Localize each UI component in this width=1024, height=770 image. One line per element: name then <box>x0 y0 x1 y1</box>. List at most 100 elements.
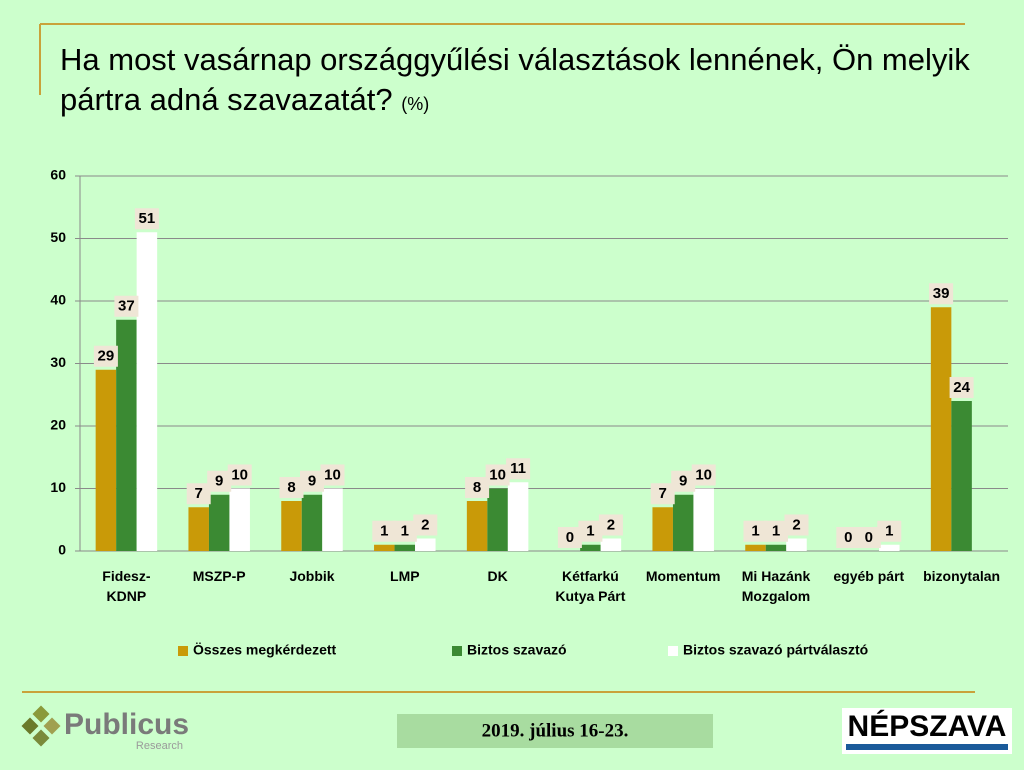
logo-subtext: Research <box>136 740 183 752</box>
y-tick-label: 60 <box>50 167 66 183</box>
legend-label: Biztos szavazó <box>467 642 567 658</box>
x-tick-label: DK <box>487 568 508 584</box>
data-label: 0 <box>865 529 873 546</box>
bar <box>580 544 601 551</box>
data-label: 11 <box>510 460 526 477</box>
data-label: 10 <box>231 466 248 483</box>
logo-text: Publicus <box>64 708 189 741</box>
bar <box>951 401 972 551</box>
data-label-bg <box>578 520 603 542</box>
data-label-bg <box>300 470 324 492</box>
data-label: 2 <box>792 516 800 533</box>
newspaper-stripe <box>846 744 1008 750</box>
bar <box>652 507 673 551</box>
newspaper-logo: NÉPSZAVA <box>848 709 1007 743</box>
bar <box>930 307 952 551</box>
bar <box>765 544 787 551</box>
legend-label: Összes megkérdezett <box>193 642 337 658</box>
data-label: 29 <box>98 348 115 365</box>
x-tick-label: Momentum <box>645 568 721 584</box>
bar <box>301 494 323 551</box>
data-label: 24 <box>953 379 970 396</box>
legend-swatch <box>178 646 188 656</box>
publicus-logo-mark <box>21 705 61 747</box>
data-label: 9 <box>308 473 316 490</box>
x-tick-label: bizonytalan <box>923 568 1001 584</box>
data-label: 1 <box>586 523 594 540</box>
data-label: 10 <box>695 466 712 483</box>
data-label-bg <box>784 514 809 536</box>
data-label-bg <box>227 464 252 486</box>
data-label: 0 <box>566 529 574 546</box>
data-label-bg <box>743 520 768 542</box>
bar <box>466 501 488 551</box>
data-label: 1 <box>380 523 388 540</box>
bar <box>693 488 714 551</box>
bar <box>786 538 807 551</box>
bar <box>208 494 230 551</box>
x-tick-label: Kétfarkú Kutya Párt <box>555 568 626 604</box>
data-label: 39 <box>933 285 950 302</box>
data-label-bg <box>929 283 954 305</box>
data-label: 2 <box>607 516 615 533</box>
data-label: 1 <box>751 523 759 540</box>
data-label-bg <box>598 514 623 536</box>
bar <box>322 488 343 551</box>
bar <box>281 501 302 551</box>
data-label: 7 <box>195 485 203 502</box>
data-label-bg <box>134 208 159 230</box>
data-label-bg <box>557 527 582 548</box>
data-label-bg <box>465 477 490 498</box>
bar <box>229 488 250 551</box>
y-tick-label: 50 <box>50 229 66 245</box>
data-label-bg <box>949 377 974 398</box>
data-label-bg <box>856 527 881 548</box>
data-label: 51 <box>139 210 156 227</box>
y-tick-label: 0 <box>58 542 66 558</box>
bar <box>394 544 416 551</box>
bar <box>879 544 900 551</box>
data-label-bg <box>320 464 345 486</box>
data-label: 9 <box>679 473 687 490</box>
bar <box>415 538 436 551</box>
bar <box>745 544 766 551</box>
date: 2019. július 16-23. <box>482 720 629 741</box>
data-label-bg <box>485 464 510 486</box>
data-label-bg <box>671 470 696 492</box>
bar <box>188 507 209 551</box>
data-label-bg <box>186 483 211 505</box>
data-label: 1 <box>401 523 409 540</box>
unit: (%) <box>401 94 430 114</box>
bar <box>116 319 137 551</box>
x-tick-label: LMP <box>390 568 420 584</box>
y-tick-label: 40 <box>50 292 66 308</box>
date-box <box>397 714 713 748</box>
data-label: 10 <box>324 466 341 483</box>
data-label: 0 <box>844 529 852 546</box>
x-tick-label: egyéb párt <box>833 568 905 584</box>
data-label-bg <box>506 458 531 480</box>
data-label-bg <box>413 514 438 536</box>
bar <box>507 482 529 551</box>
data-label-bg <box>877 520 902 542</box>
bar <box>487 488 508 551</box>
data-label-bg <box>650 483 675 505</box>
x-tick-label: Mi Hazánk Mozgalom <box>741 568 811 604</box>
bar <box>672 494 694 551</box>
data-label-bg <box>372 520 397 542</box>
data-label-bg <box>691 464 716 486</box>
data-label: 9 <box>215 473 223 490</box>
legend-label: Biztos szavazó pártválasztó <box>683 642 868 658</box>
x-tick-label: MSZP-P <box>192 568 246 584</box>
x-tick-label: Fidesz- KDNP <box>102 568 151 604</box>
data-label: 10 <box>489 466 506 483</box>
y-tick-label: 20 <box>50 417 66 433</box>
bar <box>136 232 158 551</box>
bar <box>600 538 622 551</box>
y-tick-label: 30 <box>50 354 66 370</box>
y-tick-label: 10 <box>50 479 66 495</box>
data-label: 8 <box>287 479 295 496</box>
data-label-bg <box>392 520 417 542</box>
